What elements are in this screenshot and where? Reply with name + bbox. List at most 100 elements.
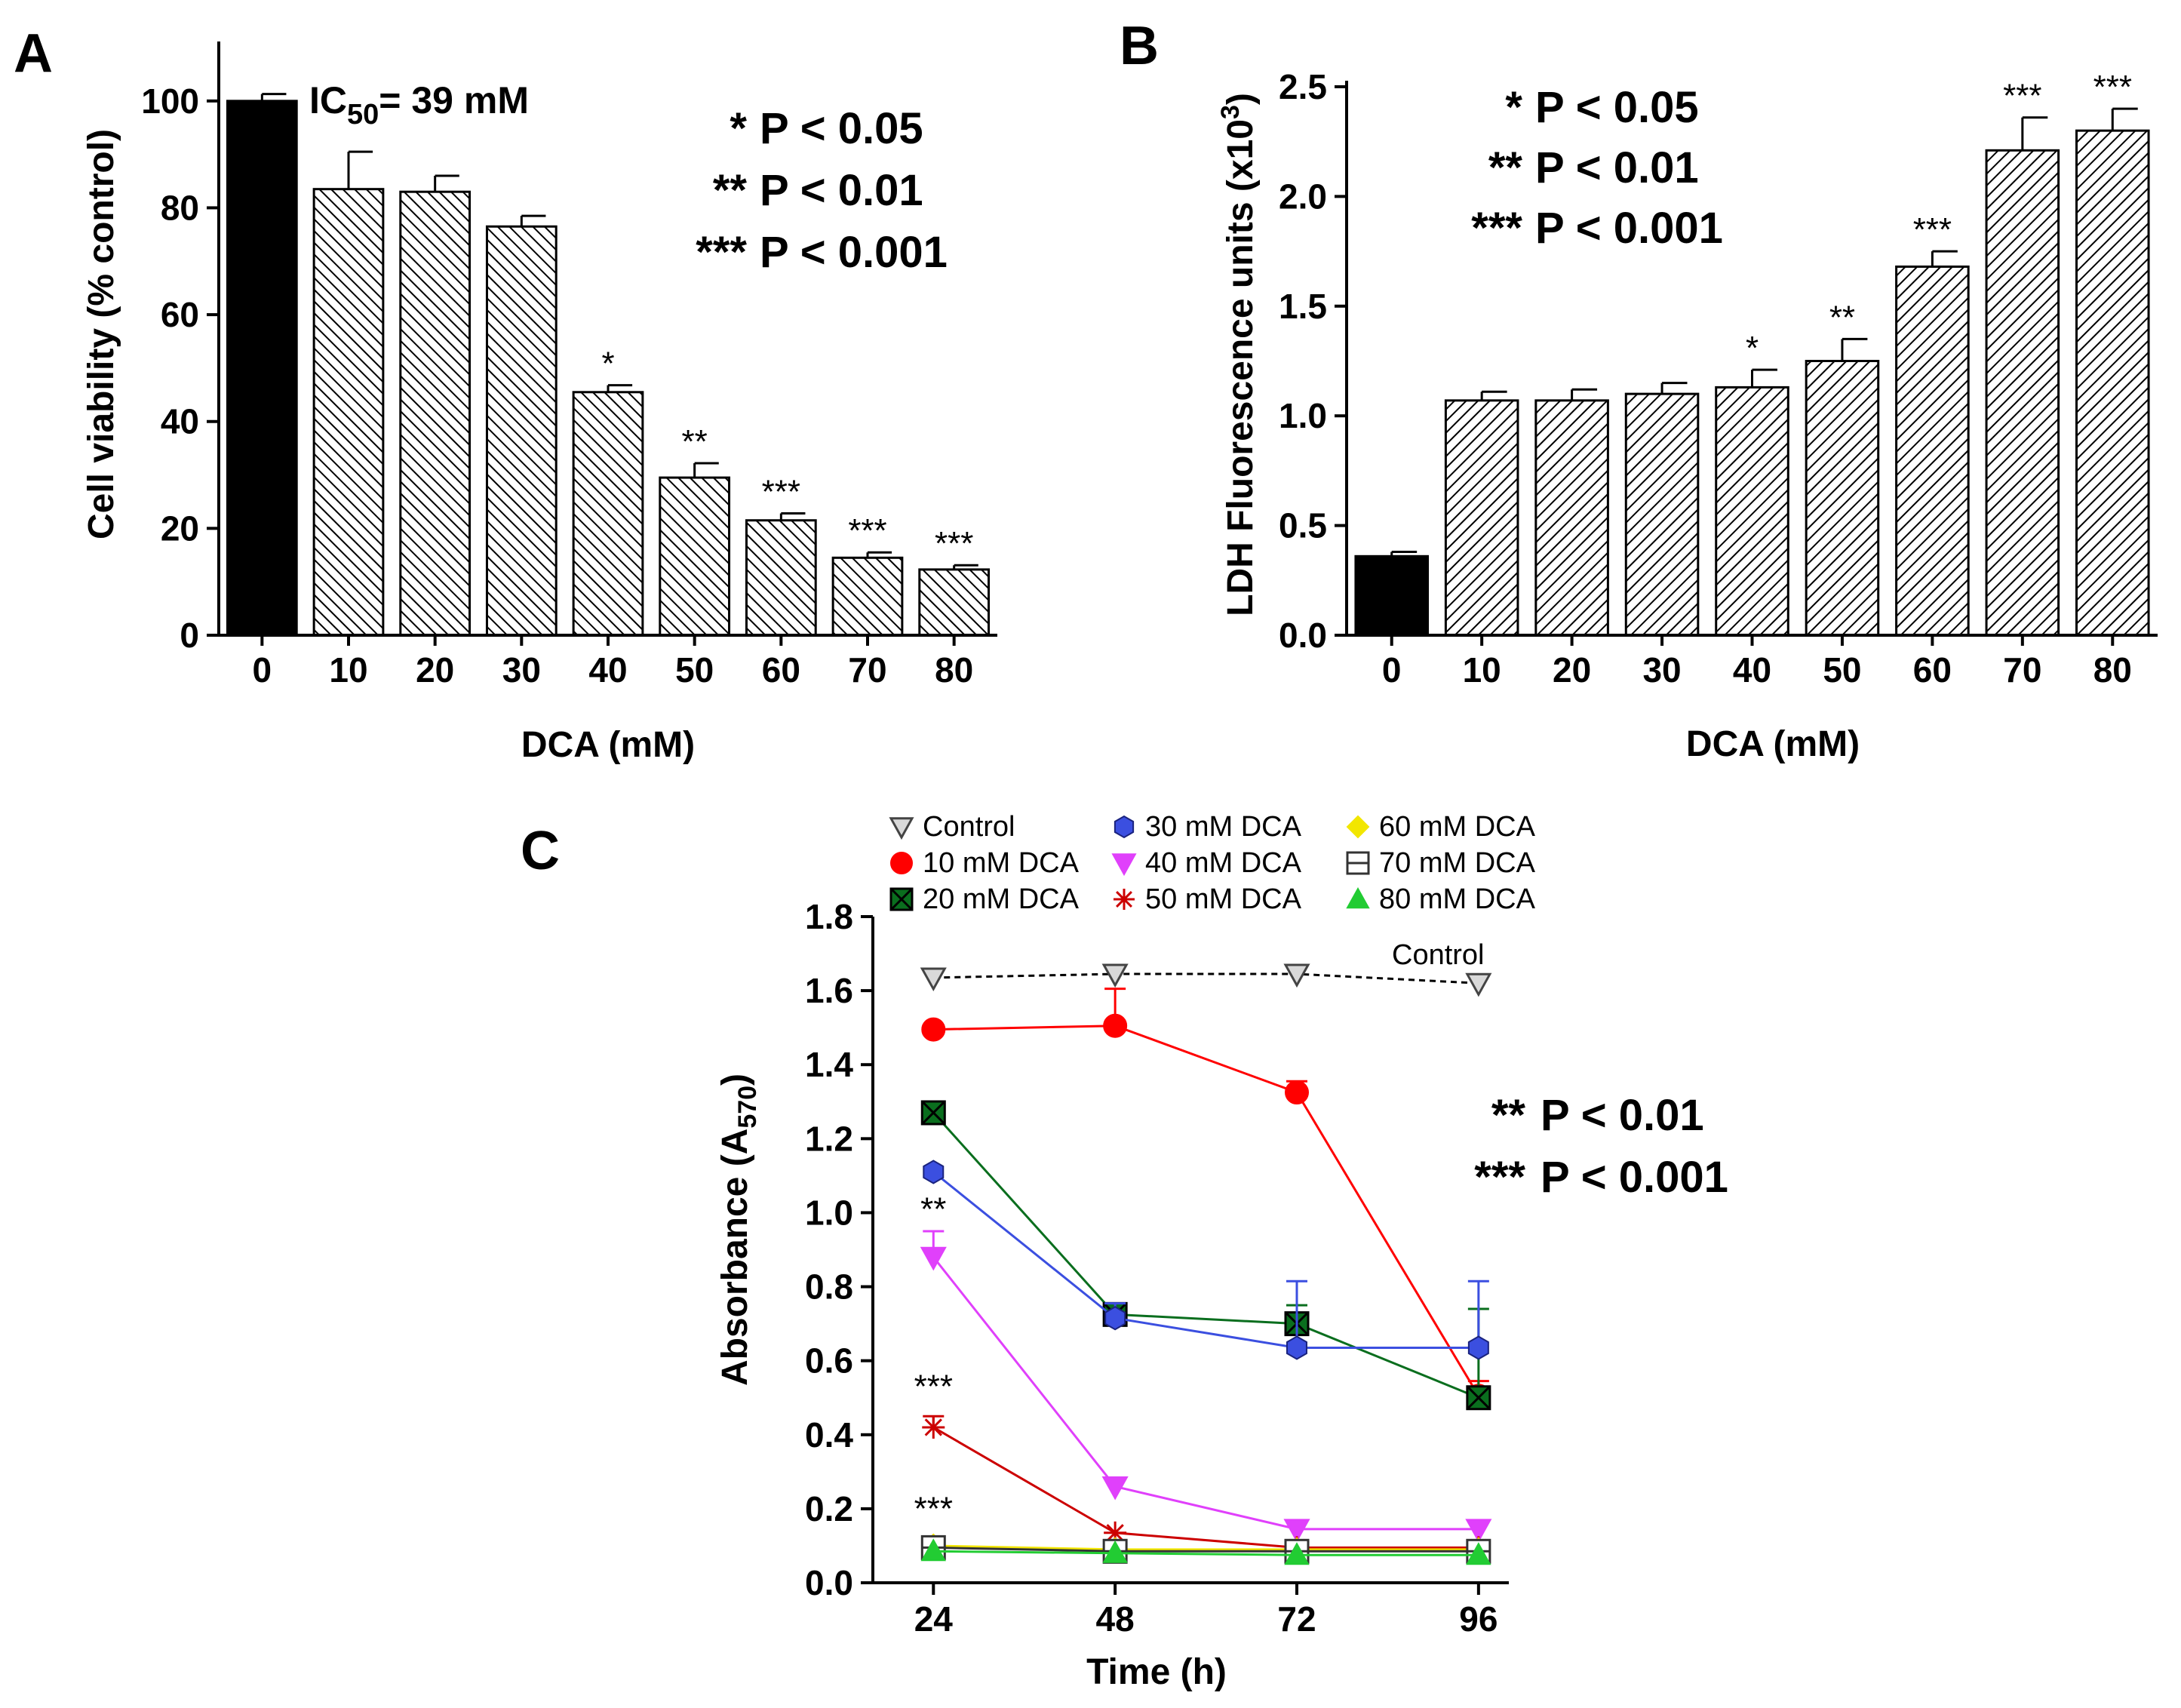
bar-80 [918,568,991,637]
marker-shape [1465,1519,1492,1543]
bar-0 [1354,554,1430,637]
x-tick-label: 40 [588,650,627,690]
x-tick-label: 30 [502,650,541,690]
legend-label: 10 mM DCA [923,847,1080,879]
panel-c-x-axis-title: Time (h) [1086,1652,1227,1692]
marker-shape [1466,1542,1491,1565]
pvalue-stars: ** [1488,143,1523,192]
series-80-mm-dca [920,1538,1491,1565]
x-tick-label: 0 [253,650,272,690]
pvalue-text: P < 0.05 [1535,83,1699,132]
significance-mark: *** [2093,69,2132,106]
marker-shape [1114,815,1135,839]
marker-shape [1346,815,1370,839]
y-tick-label: 100 [141,81,199,121]
legend-label: 60 mM DCA [1379,811,1536,843]
bar-50 [659,476,731,637]
series-line [932,1171,1479,1349]
significance-mark: *** [1913,211,1952,248]
marker-triangle-down-open [889,817,914,840]
y-tick-label: 0.0 [805,1563,853,1602]
pvalue-stars: * [1505,83,1522,132]
marker-hexagon [1286,1335,1307,1360]
marker-shape [1101,1476,1129,1501]
marker-shape [1101,963,1129,988]
marker-hexagon [923,1160,945,1184]
x-tick-label: 24 [914,1599,954,1639]
significance-mark: ** [920,1190,946,1227]
panel-c-legend: Control 10 mM DCA 20 mM DCA 30 mM DCA 40 mM … [889,811,1536,915]
marker-shape [1346,886,1370,909]
panel-c-x-ticks: 24 48 72 96 [914,1583,1498,1639]
marker-stroke [924,1418,942,1436]
legend-item: 50 mM DCA [1114,883,1302,915]
marker-diamond [1346,815,1370,839]
pvalue-text: P < 0.001 [760,228,948,277]
bar-10 [312,188,385,637]
pvalue-text: P < 0.001 [1541,1153,1728,1202]
x-tick-label: 60 [762,650,800,690]
marker-square-x [889,887,914,911]
bar-70 [831,556,904,637]
panel-b-pvalue-legend: * P < 0.05** P < 0.01 *** P < 0.001 [1471,83,1723,253]
y-tick-label: 2.5 [1279,67,1327,106]
panel-c-series: ******** [914,963,1492,1565]
y-tick-label: 1.2 [805,1119,853,1158]
y-tick-label: 40 [161,402,199,441]
y-tick-label: 2.0 [1279,177,1327,216]
y-tick-label: 1.5 [1279,287,1327,326]
marker-shape [1283,1519,1310,1543]
marker-hexagon [1467,1335,1489,1360]
legend-item: 60 mM DCA [1346,811,1536,843]
marker-triangle-up [1102,1540,1128,1563]
marker-shape [1102,1540,1128,1563]
legend-item: 70 mM DCA [1346,847,1536,879]
y-tick-label: 1.8 [805,897,853,936]
marker-shape [1465,972,1492,997]
y-tick-label: 0.5 [1279,506,1327,545]
marker-shape [921,1017,946,1042]
marker-circle [921,1017,946,1042]
marker-triangle-up [1284,1542,1310,1565]
legend-item: Control [889,811,1015,843]
bar-60 [745,519,817,637]
series-line [933,1024,1480,1397]
significance-mark: *** [935,525,973,562]
marker-triangle-down-open [1283,963,1310,988]
y-tick-label: 0.0 [1279,616,1327,655]
pvalue-stars: *** [1474,1153,1525,1202]
series-line [933,1544,1479,1551]
marker-triangle-down [920,1246,947,1271]
x-tick-label: 70 [2003,650,2041,690]
legend-label: 20 mM DCA [923,883,1080,915]
marker-shape [1285,1080,1309,1105]
panel-a-ic50-annotation: IC50= 39 mM [309,79,529,131]
y-tick-label: 20 [161,508,199,548]
series-line [932,1256,1479,1531]
panel-a-pvalue-legend: * P < 0.05** P < 0.01 *** P < 0.001 [696,104,948,277]
legend-label: 80 mM DCA [1379,883,1536,915]
legend-label: 50 mM DCA [1145,883,1302,915]
x-tick-label: 0 [1382,650,1402,690]
marker-shape [1104,1306,1126,1331]
x-tick-label: 30 [1642,650,1681,690]
series-30-mm-dca [923,1160,1489,1360]
x-tick-label: 48 [1096,1599,1135,1639]
x-tick-label: 80 [935,650,973,690]
marker-triangle-down-open [1465,972,1492,997]
series-line [932,1111,1479,1399]
x-tick-label: 72 [1277,1599,1316,1639]
series-20-mm-dca [920,1100,1491,1411]
marker-shape [923,1160,945,1184]
marker-shape [1286,1335,1307,1360]
marker-triangle-down [1465,1519,1492,1543]
marker-shape [920,1538,946,1562]
marker-shape [920,1246,947,1271]
marker-circle [890,852,913,874]
panel-a-y-ticks: 0 20 40 60 80 100 [141,81,219,655]
y-tick-label: 0.6 [805,1341,853,1381]
significance-mark: * [1746,330,1759,367]
series-10-mm-dca [921,988,1491,1408]
significance-mark: ** [682,423,708,460]
marker-triangle-down [1101,1476,1129,1501]
